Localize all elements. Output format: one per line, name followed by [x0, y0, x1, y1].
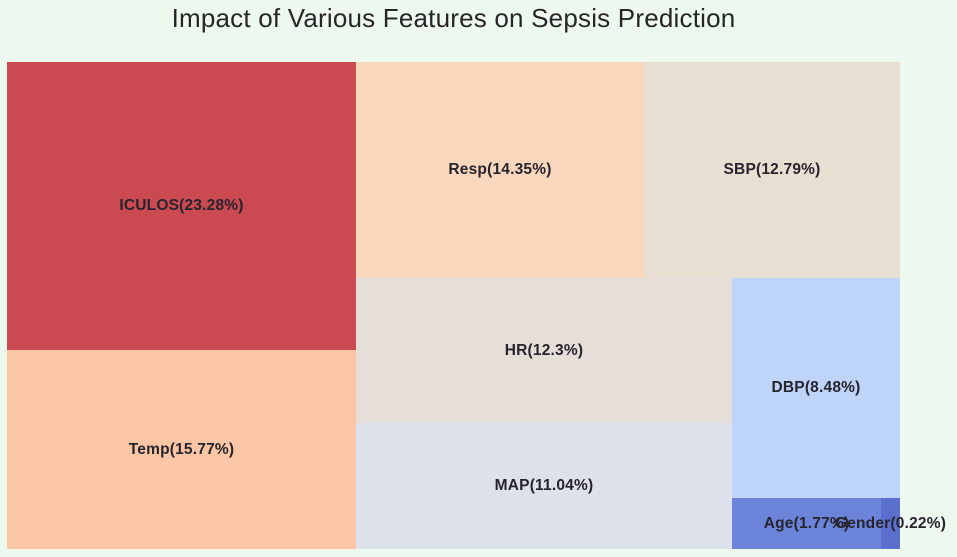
treemap-label-map: MAP(11.04%) [494, 477, 594, 494]
treemap-cell-gender [881, 498, 900, 549]
treemap-label-hr: HR(12.3%) [504, 341, 584, 359]
treemap-label-sbp: SBP(12.79%) [723, 161, 821, 178]
treemap-label-iculos: ICULOS(23.28%) [119, 197, 244, 214]
treemap-cell-age [732, 498, 881, 549]
treemap-cell-sbp [644, 62, 900, 278]
treemap-label-resp: Resp(14.35%) [448, 161, 552, 178]
treemap-cell-temp [7, 350, 356, 549]
treemap-label-temp: Temp(15.77%) [128, 440, 235, 458]
chart-title: Impact of Various Features on Sepsis Pre… [171, 3, 736, 33]
treemap-cell-dbp [732, 278, 900, 498]
treemap: ICULOS(23.28%) Temp(15.77%) Resp(14.35%) SB… [7, 62, 946, 549]
treemap-cell-resp [356, 62, 644, 278]
treemap-cell-iculos [7, 62, 356, 350]
treemap-label-age: Age(1.77%) [763, 514, 850, 532]
treemap-cell-map [356, 423, 732, 549]
treemap-label-gender: Gender(0.22%) [834, 514, 947, 532]
treemap-cell-hr [356, 278, 732, 423]
treemap-label-dbp: DBP(8.48%) [771, 379, 861, 396]
